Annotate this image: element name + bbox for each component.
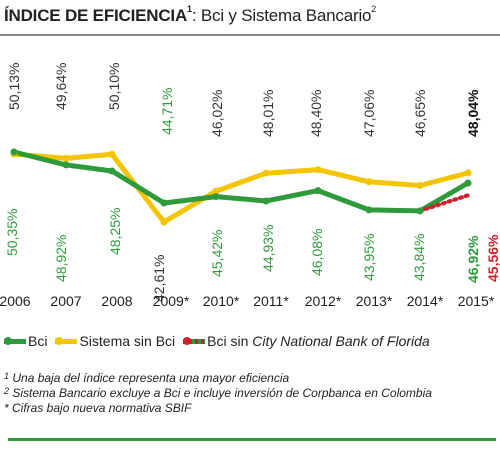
bci-point-1 bbox=[62, 161, 70, 169]
sistema-point-2 bbox=[108, 150, 116, 158]
bci-point-5 bbox=[262, 197, 270, 205]
sistema-point-8 bbox=[416, 181, 424, 189]
sistema-data-label-8: 46,65% bbox=[412, 90, 428, 137]
sistema-point-7 bbox=[365, 178, 373, 186]
sistema-data-label-5: 48,01% bbox=[260, 90, 276, 137]
chart-title: ÍNDICE DE EFICIENCIA1: Bci y Sistema Ban… bbox=[4, 4, 377, 26]
bci-point-2 bbox=[108, 167, 116, 175]
legend-label-bci: Bci bbox=[28, 333, 48, 349]
x-tick-label-5: 2011* bbox=[253, 293, 289, 309]
title-rest: : Bci y Sistema Bancario bbox=[191, 6, 372, 25]
bci-point-9 bbox=[464, 179, 472, 187]
sistema-point-4 bbox=[212, 187, 220, 195]
city-data-label-2015: 45,56% bbox=[485, 234, 500, 282]
sistema-data-label-2: 50,10% bbox=[106, 63, 122, 110]
bci-data-label-4: 45,42% bbox=[209, 230, 225, 277]
footnote-1: 1 Una baja del índice representa una may… bbox=[4, 371, 432, 386]
legend-label-city-prefix: Bci sin bbox=[207, 333, 249, 349]
sistema-data-label-3: 42,61% bbox=[151, 255, 167, 302]
sistema-swatch-icon bbox=[55, 336, 78, 345]
x-tick-label-0: 2006 bbox=[0, 293, 31, 309]
x-tick-label-6: 2012* bbox=[305, 293, 342, 309]
sistema-point-9 bbox=[464, 169, 472, 177]
bci-data-label-9: 46,92% bbox=[465, 235, 481, 283]
sistema-point-1 bbox=[62, 154, 70, 162]
sistema-data-label-6: 48,40% bbox=[308, 90, 324, 137]
bci-swatch-icon bbox=[4, 336, 26, 345]
x-tick-label-9: 2015* bbox=[458, 293, 495, 309]
sistema-data-label-9: 48,04% bbox=[465, 89, 481, 137]
x-tick-label-7: 2013* bbox=[356, 293, 393, 309]
bottom-divider bbox=[8, 438, 496, 441]
bci-data-label-6: 46,08% bbox=[309, 229, 325, 276]
x-tick-label-8: 2014* bbox=[407, 293, 444, 309]
footnote-2-text: Sistema Bancario excluye a Bci e incluye… bbox=[12, 386, 432, 400]
sistema-data-label-7: 47,06% bbox=[361, 90, 377, 137]
footnote-2: 2 Sistema Bancario excluye a Bci e inclu… bbox=[4, 386, 432, 401]
bci-data-label-7: 43,95% bbox=[361, 234, 377, 281]
legend-label-sistema: Sistema sin Bci bbox=[79, 333, 176, 349]
legend-item-city: Bci sin City National Bank of Florida bbox=[183, 333, 430, 349]
footnote-1-text: Una baja del índice representa una mayor… bbox=[12, 371, 290, 385]
city-swatch-icon bbox=[183, 336, 206, 345]
legend-label-city-italic: City National Bank of Florida bbox=[252, 333, 430, 349]
bci-data-label-5: 44,93% bbox=[260, 225, 276, 272]
title-rest-sup: 2 bbox=[371, 4, 377, 14]
footnote-3: * Cifras bajo nueva normativa SBIF bbox=[4, 401, 432, 416]
sistema-point-5 bbox=[262, 169, 270, 177]
series-line-sistema bbox=[11, 151, 471, 225]
sistema-data-label-1: 49,64% bbox=[53, 63, 69, 110]
x-tick-label-4: 2010* bbox=[203, 293, 240, 309]
title-bold: ÍNDICE DE EFICIENCIA bbox=[4, 6, 188, 25]
footnotes: 1 Una baja del índice representa una may… bbox=[4, 371, 432, 416]
sistema-data-label-0: 50,13% bbox=[6, 63, 22, 110]
footnote-2-sup: 2 bbox=[4, 386, 10, 396]
bci-point-6 bbox=[314, 187, 322, 195]
footnote-1-sup: 1 bbox=[4, 371, 10, 381]
bci-data-label-0: 50,35% bbox=[4, 209, 20, 256]
bci-data-label-1: 48,92% bbox=[53, 235, 69, 282]
bci-data-label-2: 48,25% bbox=[107, 208, 123, 255]
efficiency-line-chart: 50,13% 49,64% 50,10% 42,61% 46,02% 48,01% 48,4… bbox=[0, 63, 500, 309]
bci-point-8 bbox=[416, 207, 424, 215]
bci-point-4 bbox=[212, 193, 220, 201]
legend: Bci Sistema sin Bci Bci sin City Nationa… bbox=[4, 333, 438, 349]
bci-point-0 bbox=[10, 148, 18, 156]
bci-data-label-8: 43,84% bbox=[411, 234, 427, 281]
series-line-bci-2015 bbox=[417, 180, 471, 214]
bci-point-7 bbox=[365, 206, 373, 214]
title-divider bbox=[0, 34, 500, 36]
legend-item-bci: Bci bbox=[4, 333, 47, 349]
sistema-point-3 bbox=[160, 218, 168, 226]
series-line-city bbox=[418, 193, 470, 213]
x-tick-label-3: 2009* bbox=[153, 293, 190, 309]
bci-point-3 bbox=[160, 199, 168, 207]
x-tick-label-1: 2007 bbox=[50, 293, 81, 309]
legend-item-sistema: Sistema sin Bci bbox=[55, 333, 175, 349]
sistema-point-6 bbox=[314, 166, 322, 174]
title-bold-sup: 1 bbox=[187, 4, 192, 14]
x-tick-label-2: 2008 bbox=[101, 293, 132, 309]
bci-data-label-3: 44,71% bbox=[159, 88, 175, 135]
footnote-3-text: * Cifras bajo nueva normativa SBIF bbox=[4, 401, 192, 415]
sistema-data-label-4: 46,02% bbox=[209, 90, 225, 137]
